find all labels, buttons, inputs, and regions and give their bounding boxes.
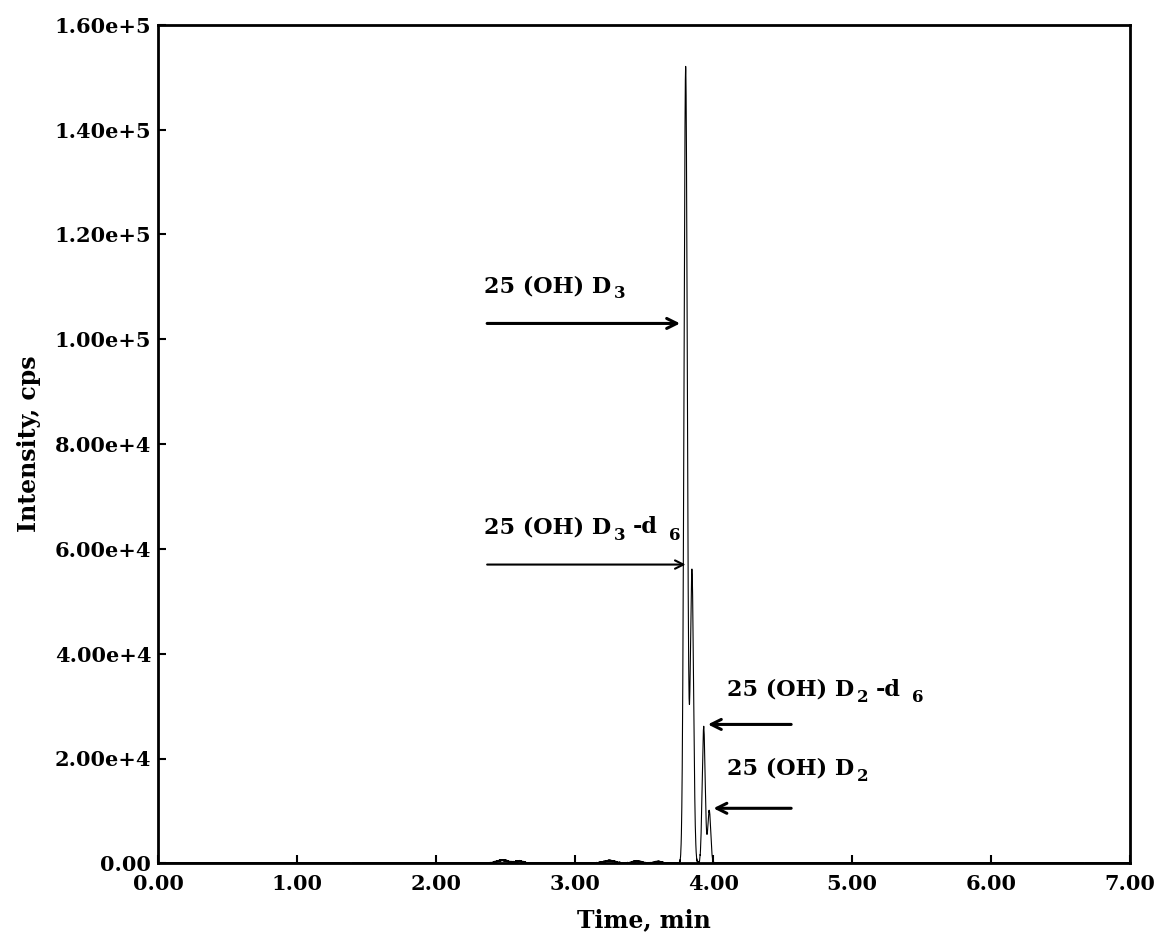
Text: 25 (OH) D: 25 (OH) D (728, 679, 854, 701)
Text: 2: 2 (857, 689, 868, 706)
Text: 25 (OH) D: 25 (OH) D (728, 757, 854, 779)
X-axis label: Time, min: Time, min (577, 908, 711, 932)
Text: 3: 3 (613, 527, 625, 544)
Text: 6: 6 (669, 527, 681, 544)
Text: 3: 3 (613, 286, 625, 303)
Text: 6: 6 (912, 689, 924, 706)
Text: 2: 2 (857, 768, 868, 785)
Text: -d: -d (633, 516, 657, 538)
Text: -d: -d (875, 679, 901, 701)
Y-axis label: Intensity, cps: Intensity, cps (16, 356, 41, 532)
Text: 25 (OH) D: 25 (OH) D (484, 516, 612, 538)
Text: 25 (OH) D: 25 (OH) D (484, 275, 612, 297)
